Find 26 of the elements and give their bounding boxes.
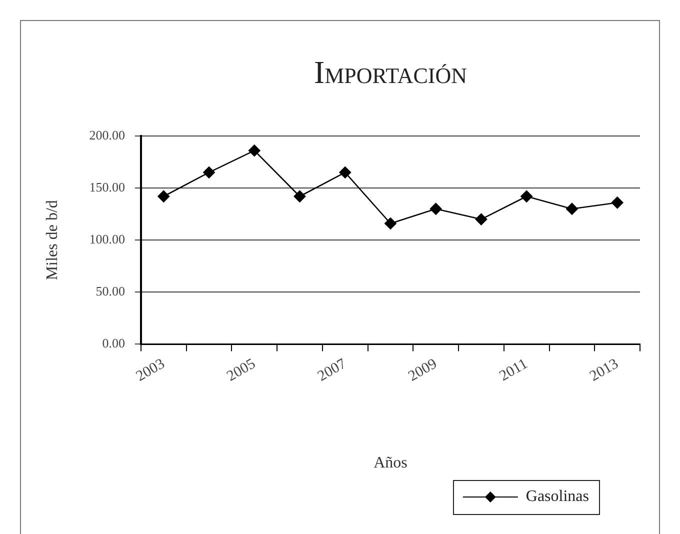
y-tick-label: 150.00 <box>89 179 125 194</box>
chart-title: Importación <box>312 54 468 90</box>
point <box>339 166 352 178</box>
point <box>158 190 170 202</box>
point <box>203 166 216 178</box>
point <box>294 190 306 202</box>
y-tick-label: 200.00 <box>89 127 125 142</box>
x-tick-label: 2005 <box>224 356 258 385</box>
x-tick-label: 2009 <box>406 356 440 385</box>
legend-label: Gasolinas <box>526 488 590 506</box>
x-axis-title: Años <box>374 454 408 472</box>
x-tick-label: 2007 <box>315 356 350 385</box>
y-axis-title: Miles de b/d <box>44 200 61 280</box>
x-tick-label: 2011 <box>497 356 531 385</box>
x-tick-label: 2003 <box>134 356 168 385</box>
point <box>566 202 578 215</box>
point <box>430 202 442 215</box>
point <box>384 217 396 230</box>
y-tick-label: 50.00 <box>96 284 125 299</box>
y-tick-label: 100.00 <box>89 232 125 247</box>
point <box>611 196 624 209</box>
x-tick-label: 2013 <box>587 356 622 385</box>
point <box>475 213 488 226</box>
point <box>520 190 533 202</box>
point <box>248 144 260 157</box>
y-tick-label: 0.00 <box>102 336 125 351</box>
